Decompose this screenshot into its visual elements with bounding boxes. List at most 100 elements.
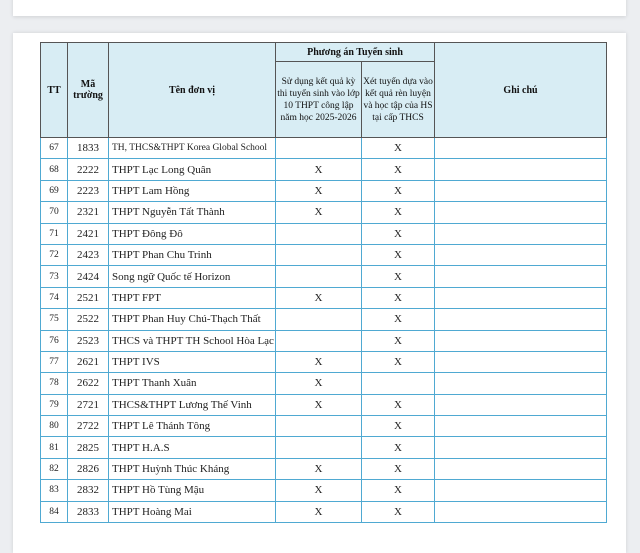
row-option-exam: X [275, 479, 362, 502]
row-tt: 80 [40, 415, 68, 438]
row-ten-don-vi: Song ngữ Quốc tế Horizon [108, 265, 276, 288]
row-ghi-chu [434, 222, 608, 245]
table-row: 70 2321 THPT Nguyễn Tất Thành X X [40, 201, 608, 224]
row-ma-truong: 2523 [67, 329, 109, 352]
row-ten-don-vi: THPT IVS [108, 350, 276, 374]
row-tt: 70 [40, 201, 68, 224]
row-tt: 71 [40, 222, 68, 245]
row-ghi-chu [434, 350, 608, 374]
row-tt: 68 [40, 158, 68, 181]
header-ghi-chu: Ghi chú [434, 42, 608, 138]
header-ma-truong: Mã trường [67, 42, 109, 138]
row-ghi-chu [434, 179, 608, 203]
row-tt: 74 [40, 286, 68, 310]
row-ma-truong: 2321 [67, 201, 109, 224]
row-tt: 75 [40, 308, 68, 331]
row-ten-don-vi: THCS và THPT TH School Hòa Lạc [108, 329, 276, 352]
row-ghi-chu [434, 243, 608, 267]
row-ten-don-vi: THPT Lạc Long Quân [108, 158, 276, 181]
row-ghi-chu [434, 265, 608, 288]
row-option-transcript: X [360, 265, 436, 288]
table-row: 73 2424 Song ngữ Quốc tế Horizon X [40, 265, 608, 288]
row-option-transcript: X [360, 479, 436, 502]
row-option-transcript: X [360, 415, 436, 438]
row-option-transcript: X [360, 201, 436, 224]
table-row: 83 2832 THPT Hồ Tùng Mậu X X [40, 479, 608, 502]
row-tt: 84 [40, 500, 68, 524]
header-phuong-an: Phương án Tuyển sinh [274, 42, 436, 62]
row-ghi-chu [434, 136, 608, 160]
row-ghi-chu [434, 393, 608, 417]
row-ten-don-vi: THPT Nguyễn Tất Thành [108, 201, 276, 224]
row-ma-truong: 2223 [67, 179, 109, 203]
row-ma-truong: 2833 [67, 500, 109, 524]
row-ghi-chu [434, 479, 608, 502]
row-option-exam [275, 436, 362, 459]
row-tt: 81 [40, 436, 68, 459]
table-row: 68 2222 THPT Lạc Long Quân X X [40, 158, 608, 181]
table-row: 71 2421 THPT Đông Đô X [40, 222, 608, 245]
row-ma-truong: 1833 [67, 136, 109, 160]
table-row: 72 2423 THPT Phan Chu Trinh X [40, 243, 608, 267]
row-ma-truong: 2222 [67, 158, 109, 181]
row-option-transcript [360, 372, 436, 395]
row-ten-don-vi: THCS&THPT Lương Thế Vinh [108, 393, 276, 417]
row-tt: 67 [40, 136, 68, 160]
row-ghi-chu [434, 372, 608, 395]
row-ten-don-vi: THPT Huỳnh Thúc Kháng [108, 457, 276, 481]
row-ten-don-vi: THPT Hoàng Mai [108, 500, 276, 524]
table-row: 77 2621 THPT IVS X X [40, 350, 608, 374]
row-ten-don-vi: THPT Phan Huy Chú-Thạch Thất [108, 308, 276, 331]
table-row: 82 2826 THPT Huỳnh Thúc Kháng X X [40, 457, 608, 481]
row-option-transcript: X [360, 457, 436, 481]
row-ghi-chu [434, 201, 608, 224]
row-option-transcript: X [360, 243, 436, 267]
row-ma-truong: 2832 [67, 479, 109, 502]
row-ten-don-vi: THPT Đông Đô [108, 222, 276, 245]
row-option-transcript: X [360, 308, 436, 331]
row-option-exam [275, 265, 362, 288]
row-ma-truong: 2825 [67, 436, 109, 459]
row-ma-truong: 2622 [67, 372, 109, 395]
table-row: 76 2523 THCS và THPT TH School Hòa Lạc X [40, 329, 608, 352]
row-ten-don-vi: THPT Phan Chu Trinh [108, 243, 276, 267]
row-option-transcript: X [360, 286, 436, 310]
row-ten-don-vi: TH, THCS&THPT Korea Global School [108, 136, 276, 160]
row-tt: 79 [40, 393, 68, 417]
row-ma-truong: 2521 [67, 286, 109, 310]
row-option-transcript: X [360, 136, 436, 160]
row-ten-don-vi: THPT Thanh Xuân [108, 372, 276, 395]
row-option-exam [275, 329, 362, 352]
row-ghi-chu [434, 158, 608, 181]
header-ten-don-vi: Tên đơn vị [108, 42, 276, 138]
row-ma-truong: 2826 [67, 457, 109, 481]
row-option-transcript: X [360, 158, 436, 181]
row-option-transcript: X [360, 179, 436, 203]
row-option-transcript: X [360, 436, 436, 459]
row-option-exam: X [275, 500, 362, 524]
row-ghi-chu [434, 286, 608, 310]
row-option-exam: X [275, 179, 362, 203]
admission-table: TT Mã trường Tên đơn vị Phương án Tuyển … [40, 42, 608, 524]
table-row: 81 2825 THPT H.A.S X [40, 436, 608, 459]
previous-page-card [13, 0, 626, 16]
row-ten-don-vi: THPT Lam Hồng [108, 179, 276, 203]
row-ma-truong: 2721 [67, 393, 109, 417]
header-tt: TT [40, 42, 68, 138]
table-row: 69 2223 THPT Lam Hồng X X [40, 179, 608, 203]
row-option-exam: X [275, 201, 362, 224]
table-row: 84 2833 THPT Hoàng Mai X X [40, 500, 608, 524]
table-row: 67 1833 TH, THCS&THPT Korea Global School X [40, 136, 608, 160]
row-tt: 83 [40, 479, 68, 502]
row-option-transcript: X [360, 350, 436, 374]
row-option-exam [275, 243, 362, 267]
table-row: 78 2622 THPT Thanh Xuân X [40, 372, 608, 395]
row-tt: 78 [40, 372, 68, 395]
row-ten-don-vi: THPT Hồ Tùng Mậu [108, 479, 276, 502]
table-row: 80 2722 THPT Lê Thánh Tông X [40, 415, 608, 438]
row-ma-truong: 2621 [67, 350, 109, 374]
row-ten-don-vi: THPT FPT [108, 286, 276, 310]
row-ghi-chu [434, 329, 608, 352]
row-ten-don-vi: THPT H.A.S [108, 436, 276, 459]
row-option-exam: X [275, 372, 362, 395]
